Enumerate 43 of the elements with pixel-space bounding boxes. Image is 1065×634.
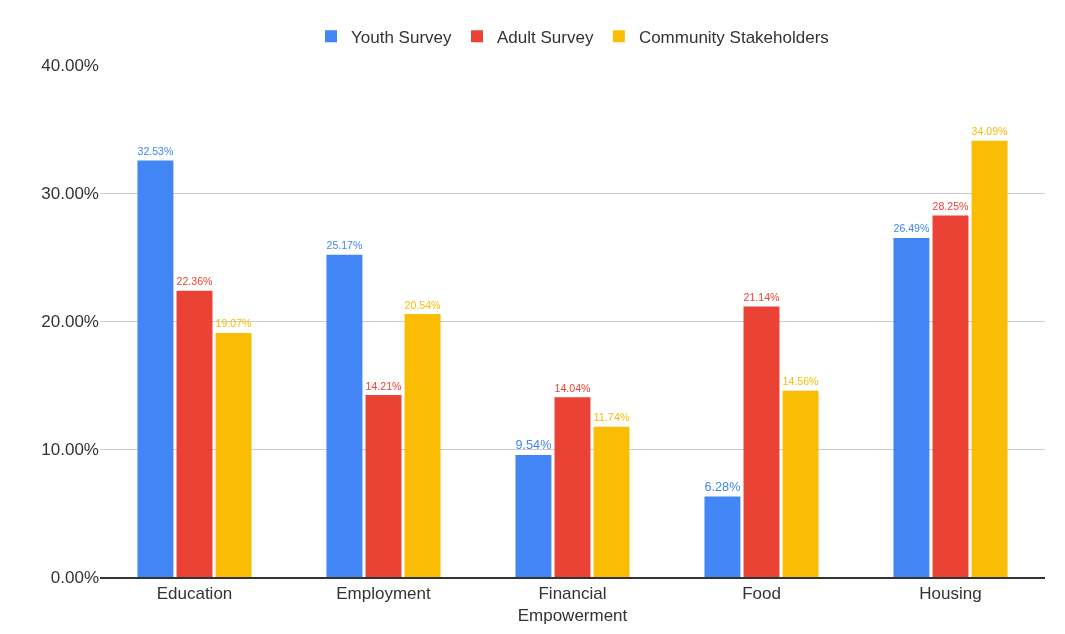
y-tick-label: 40.00% bbox=[41, 55, 99, 75]
x-tick-label: Food bbox=[742, 584, 781, 604]
bar bbox=[137, 160, 174, 577]
data-label: 9.54% bbox=[515, 437, 552, 452]
data-label: 22.36% bbox=[176, 275, 214, 288]
data-label: 6.28% bbox=[704, 479, 741, 494]
data-label: 28.25% bbox=[932, 199, 970, 212]
legend-label: Community Stakeholders bbox=[638, 27, 829, 47]
y-tick-label: 10.00% bbox=[41, 439, 99, 459]
x-tick-label: Housing bbox=[919, 584, 982, 604]
data-label: 20.54% bbox=[404, 298, 442, 311]
data-label: 11.74% bbox=[593, 411, 630, 424]
x-tick-label: Financial Empowerment bbox=[517, 584, 628, 626]
y-tick-label: 30.00% bbox=[41, 183, 99, 203]
bar bbox=[893, 237, 930, 577]
bar bbox=[404, 314, 441, 577]
data-label: 34.09% bbox=[971, 125, 1009, 138]
data-label: 25.17% bbox=[326, 239, 363, 252]
data-label: 19.07% bbox=[215, 317, 253, 330]
bar bbox=[782, 390, 819, 577]
data-label: 14.04% bbox=[554, 381, 592, 394]
bar bbox=[593, 426, 630, 577]
bar bbox=[176, 290, 213, 577]
data-label: 26.49% bbox=[893, 222, 930, 235]
x-tick-label: Education bbox=[156, 584, 233, 604]
bar bbox=[971, 140, 1008, 577]
bar bbox=[326, 254, 363, 577]
data-label: 21.14% bbox=[743, 290, 781, 303]
bar bbox=[215, 332, 252, 577]
x-tick-label: Employment bbox=[336, 584, 432, 604]
bar bbox=[704, 496, 741, 577]
bar bbox=[743, 306, 780, 577]
data-label: 14.21% bbox=[365, 379, 403, 392]
y-tick-label: 20.00% bbox=[41, 311, 99, 331]
y-tick-label: 0.00% bbox=[50, 567, 99, 587]
data-label: 32.53% bbox=[137, 145, 174, 158]
bar bbox=[515, 454, 552, 577]
bar bbox=[365, 395, 402, 577]
legend-label: Youth Survey bbox=[351, 27, 452, 47]
data-label: 14.56% bbox=[782, 375, 820, 388]
bar bbox=[554, 397, 591, 577]
legend-label: Adult Survey bbox=[497, 27, 594, 47]
bar bbox=[932, 215, 969, 577]
